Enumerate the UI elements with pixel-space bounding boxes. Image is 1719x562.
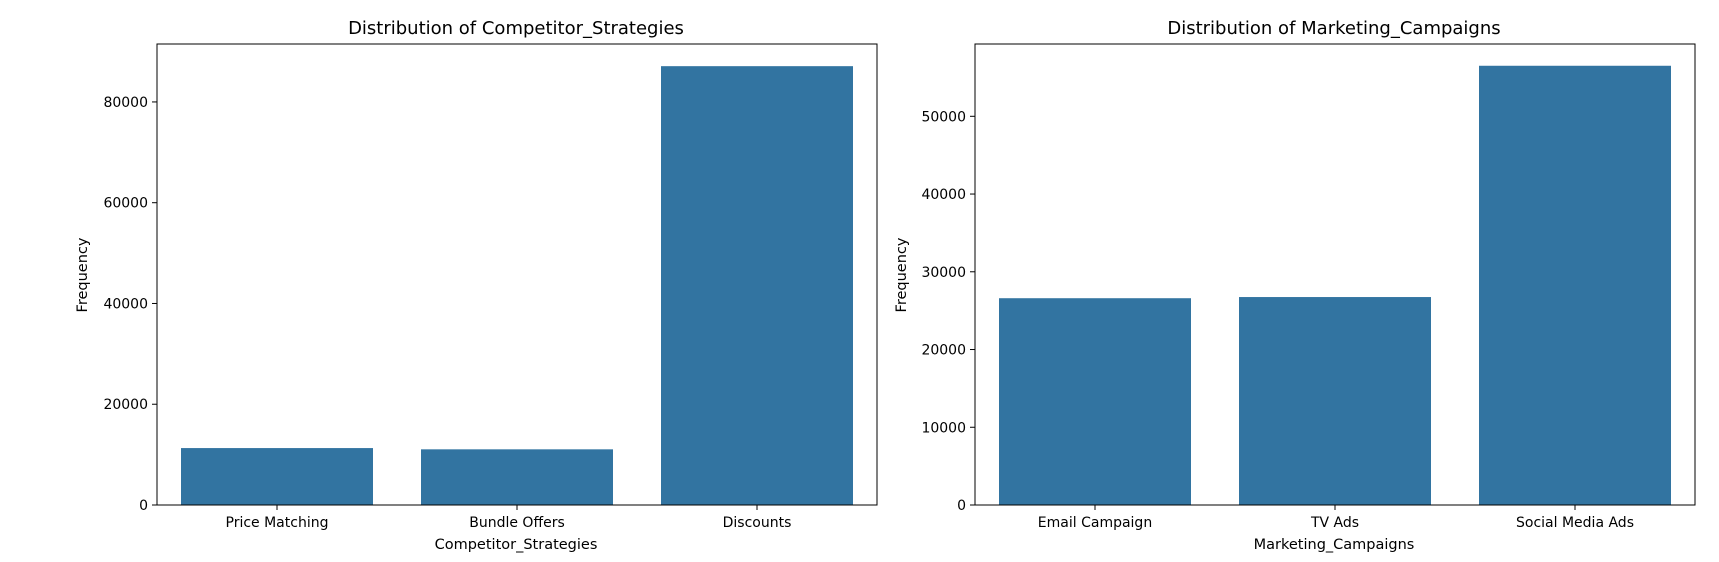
y-tick-label: 50000 <box>921 109 966 125</box>
y-axis-label: Frequency <box>75 237 91 312</box>
y-tick-label: 0 <box>139 498 148 514</box>
bars-group <box>181 66 853 505</box>
x-tick-label: Discounts <box>723 515 792 531</box>
y-tick-label: 30000 <box>921 265 966 281</box>
y-tick-label: 0 <box>957 498 966 514</box>
bar-email-campaign <box>999 298 1191 505</box>
x-tick-label: Email Campaign <box>1038 515 1152 531</box>
bar-bundle-offers <box>421 449 613 505</box>
y-tick-label: 80000 <box>103 95 148 111</box>
y-tick-label: 40000 <box>103 296 148 312</box>
x-tick-label: Social Media Ads <box>1516 515 1634 531</box>
y-tick-label: 60000 <box>103 196 148 212</box>
x-ticks-group: Price Matching Bundle Offers Discounts <box>226 505 792 531</box>
x-axis-label: Competitor_Strategies <box>435 537 598 553</box>
chart-title: Distribution of Competitor_Strategies <box>348 18 684 39</box>
x-tick-label: Bundle Offers <box>469 515 565 531</box>
x-tick-label: Price Matching <box>226 515 329 531</box>
y-tick-label: 20000 <box>921 343 966 359</box>
x-axis-label: Marketing_Campaigns <box>1254 537 1415 553</box>
x-ticks-group: Email Campaign TV Ads Social Media Ads <box>1038 505 1634 531</box>
x-tick-label: TV Ads <box>1310 515 1359 531</box>
plot-frame <box>974 43 1696 506</box>
y-tick-label: 40000 <box>921 187 966 203</box>
bars-group <box>999 65 1671 506</box>
plot-frame <box>156 43 878 506</box>
y-tick-label: 10000 <box>921 420 966 436</box>
chart-competitor-strategies: Distribution of Competitor_Strategies Co… <box>75 18 878 553</box>
y-ticks-group: 0 20000 40000 60000 80000 <box>103 95 157 514</box>
bar-tv-ads <box>1239 297 1431 505</box>
y-axis-label: Frequency <box>894 237 910 312</box>
bar-discounts <box>661 66 853 505</box>
bar-social-media-ads <box>1479 65 1671 506</box>
y-tick-label: 20000 <box>103 397 148 413</box>
chart-marketing-campaigns: Distribution of Marketing_Campaigns Mark… <box>894 18 1696 553</box>
chart-title: Distribution of Marketing_Campaigns <box>1167 18 1500 39</box>
y-ticks-group: 0 10000 20000 30000 40000 50000 <box>921 109 975 514</box>
bar-price-matching <box>181 448 373 505</box>
